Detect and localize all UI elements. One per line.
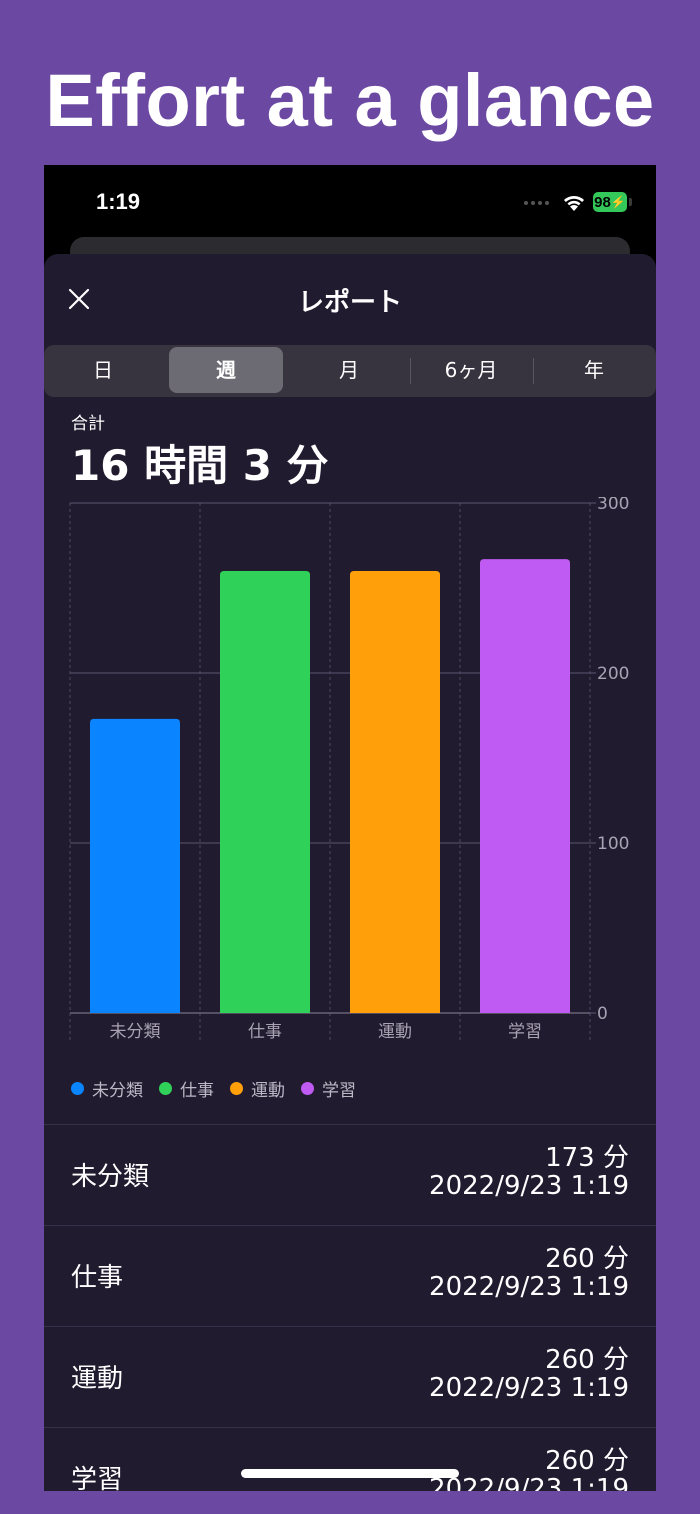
row-minutes: 173 分 (545, 1143, 629, 1173)
weekly-bar-chart: 0 100 200 300 未分類 仕事 運動 学習 (69, 497, 629, 1042)
period-segmented-control: 日 週 月 6ヶ月 年 (44, 345, 656, 397)
row-category-name: 未分類 (71, 1162, 150, 1192)
phone-screen: 1:19 98 ⚡ レポート 日 週 月 6ヶ月 年 合計 16 時間 3 分 0… (44, 165, 656, 1491)
row-minutes: 260 分 (545, 1345, 629, 1375)
legend-item: 仕事 (159, 1076, 214, 1101)
y-tick-label: 0 (597, 1004, 608, 1024)
bar-2 (220, 571, 310, 1013)
row-date: 2022/9/23 1:19 (429, 1171, 629, 1201)
legend-dot (230, 1082, 243, 1095)
legend-label: 学習 (322, 1081, 356, 1101)
legend-dot (301, 1082, 314, 1095)
report-sheet: レポート 日 週 月 6ヶ月 年 合計 16 時間 3 分 0 100 200 300… (44, 254, 656, 1491)
row-minutes: 260 分 (545, 1446, 629, 1476)
chart-legend: 未分類 仕事 運動 学習 (71, 1076, 356, 1101)
y-tick-label: 300 (597, 497, 629, 514)
x-tick-label: 未分類 (110, 1022, 161, 1042)
legend-item: 未分類 (71, 1076, 143, 1101)
list-item[interactable]: 未分類 173 分 2022/9/23 1:19 (44, 1124, 656, 1225)
x-tick-label: 学習 (508, 1022, 542, 1042)
legend-item: 学習 (301, 1076, 356, 1101)
y-tick-label: 200 (597, 664, 629, 684)
legend-dot (71, 1082, 84, 1095)
legend-label: 仕事 (180, 1081, 214, 1101)
list-item[interactable]: 仕事 260 分 2022/9/23 1:19 (44, 1225, 656, 1326)
list-item[interactable]: 学習 260 分 2022/9/23 1:19 (44, 1427, 656, 1491)
legend-item: 運動 (230, 1076, 285, 1101)
segment-day[interactable]: 日 (93, 358, 113, 382)
segment-divider (410, 358, 411, 384)
segment-year[interactable]: 年 (584, 358, 604, 382)
status-time: 1:19 (96, 189, 141, 214)
segment-month[interactable]: 月 (339, 358, 359, 382)
bar-4 (480, 559, 570, 1013)
x-tick-label: 運動 (378, 1022, 412, 1042)
x-tick-label: 仕事 (248, 1022, 282, 1042)
segment-divider (533, 358, 534, 384)
close-icon[interactable] (64, 284, 94, 314)
row-date: 2022/9/23 1:19 (429, 1474, 629, 1491)
legend-dot (159, 1082, 172, 1095)
legend-label: 未分類 (92, 1081, 143, 1101)
row-date: 2022/9/23 1:19 (429, 1373, 629, 1403)
cellular-signal-icon (524, 201, 549, 205)
bar-1 (90, 718, 180, 1013)
battery-icon: 98 ⚡ (593, 192, 627, 212)
row-category-name: 学習 (71, 1465, 124, 1491)
legend-label: 運動 (251, 1081, 285, 1101)
category-list: 未分類 173 分 2022/9/23 1:19 仕事 260 分 2022/9… (44, 1124, 656, 1491)
y-tick-label: 100 (597, 834, 629, 854)
segment-week[interactable]: 週 (169, 347, 283, 393)
home-indicator (241, 1469, 459, 1478)
battery-level: 98 (594, 193, 611, 211)
list-item[interactable]: 運動 260 分 2022/9/23 1:19 (44, 1326, 656, 1427)
row-minutes: 260 分 (545, 1244, 629, 1274)
row-category-name: 運動 (71, 1364, 124, 1394)
promo-headline: Effort at a glance (45, 59, 655, 142)
battery-cap (629, 198, 632, 206)
bar-3 (350, 571, 440, 1013)
total-value: 16 時間 3 分 (71, 441, 329, 490)
row-category-name: 仕事 (71, 1263, 124, 1293)
row-date: 2022/9/23 1:19 (429, 1272, 629, 1302)
segment-six-months[interactable]: 6ヶ月 (444, 358, 498, 382)
sheet-title: レポート (297, 288, 402, 318)
wifi-icon (564, 196, 584, 211)
total-label: 合計 (71, 414, 105, 434)
